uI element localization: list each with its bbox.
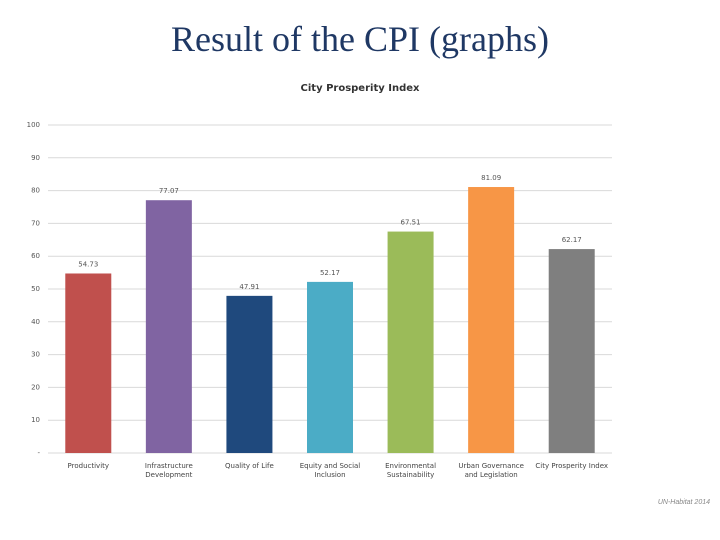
x-tick-label: Equity and Social Inclusion	[299, 462, 361, 479]
bar	[387, 231, 434, 453]
y-tick-label: 80	[31, 187, 40, 195]
bar	[65, 273, 112, 453]
slide-title: Result of the CPI (graphs)	[171, 19, 549, 59]
y-tick-label: 10	[31, 416, 40, 424]
data-label: 67.51	[401, 219, 421, 227]
x-tick-label: City Prosperity Index	[535, 462, 609, 470]
x-tick-label: Infrastructure Development	[144, 462, 193, 479]
bar	[307, 281, 353, 453]
data-label: 47.91	[239, 283, 259, 291]
y-tick-label: 30	[31, 351, 40, 359]
y-tick-label: 50	[31, 285, 40, 293]
bar	[548, 249, 595, 453]
y-tick-label: 70	[31, 219, 40, 227]
y-tick-label: 90	[31, 154, 40, 162]
data-label: 81.09	[481, 174, 501, 182]
data-label: 77.07	[159, 187, 179, 195]
y-tick-label: 100	[27, 121, 40, 129]
data-label: 54.73	[78, 260, 98, 268]
data-label: 52.17	[320, 269, 340, 277]
y-tick-label: 40	[31, 318, 40, 326]
data-label: 62.17	[562, 236, 582, 244]
chart-title: City Prosperity Index	[301, 83, 420, 94]
x-tick-label: Quality of Life	[225, 462, 274, 470]
x-tick-label: Environmental Sustainability	[385, 462, 437, 479]
credit: UN-Habitat 2014	[657, 499, 710, 506]
y-tick-label: -	[37, 449, 40, 457]
bar	[226, 295, 273, 453]
y-tick-label: 20	[31, 383, 40, 391]
x-tick-label: Productivity	[67, 462, 110, 470]
bar	[468, 187, 515, 454]
bar	[145, 200, 192, 453]
x-tick-label: Urban Governance and Legislation	[458, 462, 524, 479]
y-tick-label: 60	[31, 252, 40, 260]
